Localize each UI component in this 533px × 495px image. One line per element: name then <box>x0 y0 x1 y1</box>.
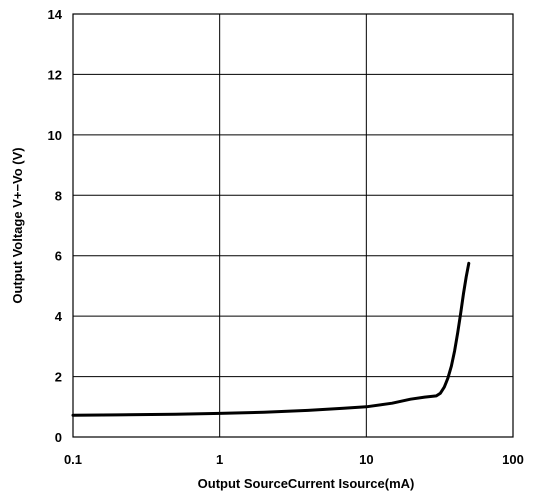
x-tick-label: 1 <box>216 452 223 467</box>
y-tick-label: 2 <box>55 370 62 385</box>
x-axis-ticks: 0.1 1 10 100 <box>64 452 524 467</box>
x-tick-label: 10 <box>359 452 373 467</box>
y-tick-label: 12 <box>48 67 62 82</box>
y-tick-label: 14 <box>48 7 63 22</box>
y-axis-title: Output Voltage V+−Vo (V) <box>10 147 25 303</box>
grid-lines <box>73 14 513 437</box>
y-tick-label: 10 <box>48 128 62 143</box>
data-line <box>71 261 471 417</box>
y-tick-label: 4 <box>55 309 63 324</box>
y-tick-label: 6 <box>55 249 62 264</box>
x-axis-title: Output SourceCurrent Isource(mA) <box>198 476 415 491</box>
plot-frame <box>72 13 514 438</box>
y-tick-label: 8 <box>55 188 62 203</box>
x-tick-label: 0.1 <box>64 452 82 467</box>
x-tick-label: 100 <box>502 452 524 467</box>
y-tick-label: 0 <box>55 430 62 445</box>
y-axis-ticks: 0 2 4 6 8 10 12 14 <box>48 7 63 445</box>
